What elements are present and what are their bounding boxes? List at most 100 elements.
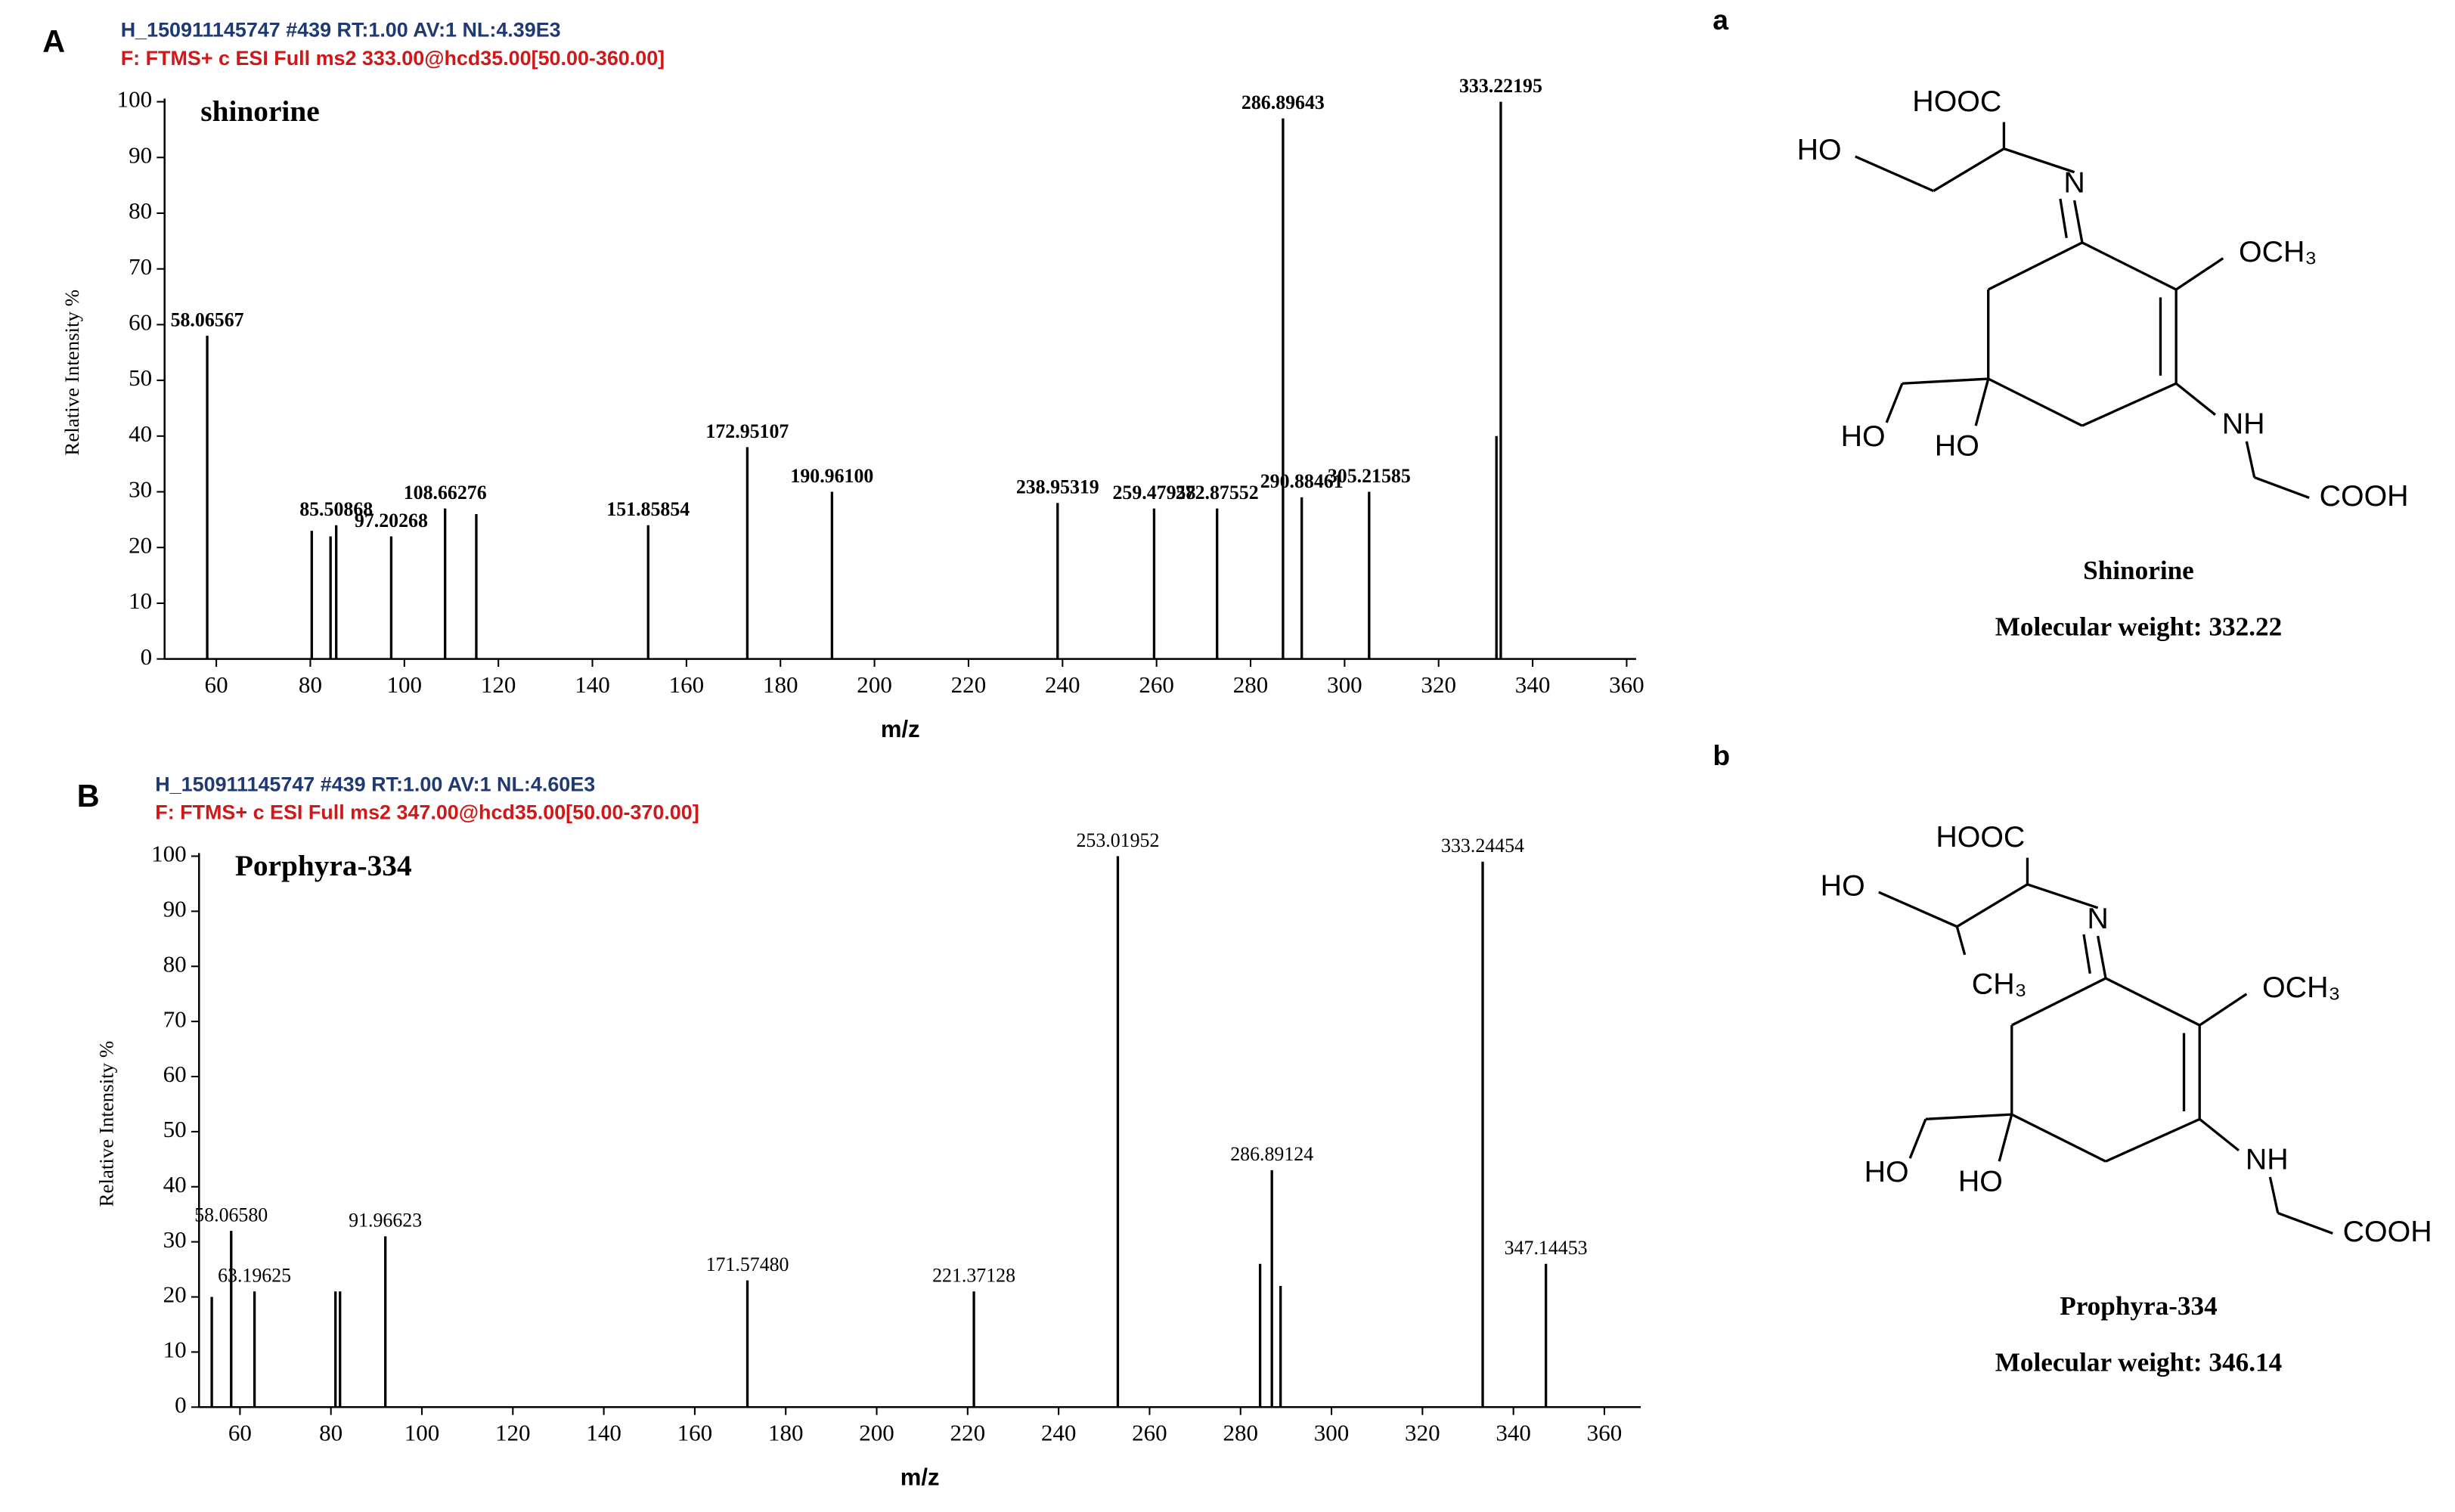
header: H_150911145747 #439 RT:1.00 AV:1 NL:4.60… [155, 773, 595, 795]
peak-label: 58.06567 [171, 308, 244, 330]
bond [1855, 155, 1934, 193]
peak-label: 347.14453 [1505, 1237, 1588, 1259]
atom-label: COOH [2320, 479, 2409, 513]
y-tick-label: 40 [129, 420, 152, 447]
molecular-weight: Molecular weight: 346.14 [1995, 1347, 2283, 1377]
peak-label: 333.22195 [1459, 75, 1542, 97]
y-tick-label: 60 [129, 309, 152, 336]
bond [2277, 1212, 2333, 1235]
y-tick-label: 90 [129, 141, 152, 168]
x-tick-label: 360 [1609, 671, 1644, 698]
x-tick-label: 100 [387, 671, 423, 698]
peak-label: 108.66276 [404, 482, 487, 503]
x-tick-label: 280 [1223, 1420, 1258, 1446]
y-tick-label: 10 [129, 587, 152, 614]
y-tick-label: 0 [175, 1391, 187, 1418]
y-tick-label: 20 [163, 1281, 187, 1308]
filter: F: FTMS+ c ESI Full ms2 333.00@hcd35.00[… [121, 47, 665, 70]
atom-label: COOH [2343, 1215, 2432, 1248]
atom-label: NH [2246, 1143, 2289, 1176]
bond [2011, 1113, 2106, 1163]
atom-label: HO [1958, 1165, 2003, 1198]
bond [1956, 883, 2029, 928]
panel-letter: B [77, 779, 100, 813]
bond [1908, 1118, 1927, 1159]
y-tick-label: 80 [129, 197, 152, 224]
peak-label: 58.06580 [194, 1204, 268, 1225]
peak-label: 63.19625 [218, 1265, 291, 1287]
bond [1878, 891, 1957, 928]
x-tick-label: 240 [1041, 1420, 1077, 1446]
x-tick-label: 360 [1587, 1420, 1623, 1446]
bond [2199, 993, 2248, 1027]
bond [2199, 1118, 2240, 1152]
peak-label: 272.87552 [1176, 482, 1259, 503]
bond [2097, 935, 2107, 979]
peak-label: 151.85854 [606, 498, 690, 520]
y-tick-label: 50 [163, 1116, 187, 1142]
atom-label: OCH₃ [2262, 971, 2340, 1004]
peak-label: 286.89643 [1241, 91, 1325, 113]
x-tick-label: 140 [586, 1420, 621, 1446]
peak-label: 190.96100 [790, 465, 873, 487]
peak-label: 172.95107 [705, 420, 789, 442]
chart-title: shinorine [200, 94, 319, 128]
x-tick-label: 280 [1233, 671, 1269, 698]
x-tick-label: 320 [1421, 671, 1456, 698]
atom-label: CH₃ [1972, 968, 2027, 1001]
chart-title: Porphyra-334 [235, 849, 412, 882]
x-tick-label: 180 [768, 1420, 804, 1446]
x-tick-label: 80 [299, 671, 322, 698]
x-tick-label: 180 [763, 671, 798, 698]
bond [2081, 241, 2177, 291]
peak-label: 290.88461 [1260, 470, 1344, 492]
y-tick-label: 30 [129, 476, 152, 503]
panel-letter: A [42, 24, 65, 59]
x-axis-label: m/z [881, 716, 920, 742]
y-tick-label: 100 [117, 86, 153, 113]
x-tick-label: 320 [1405, 1420, 1440, 1446]
x-tick-label: 160 [669, 671, 705, 698]
bond [2081, 382, 2177, 427]
compound-name: Shinorine [2083, 556, 2194, 585]
x-tick-label: 300 [1327, 671, 1362, 698]
peak-label: 238.95319 [1016, 476, 1099, 498]
peak-label: 305.21585 [1328, 465, 1411, 487]
panel-letter: b [1713, 739, 1730, 771]
bond [1902, 377, 1988, 385]
bond [1987, 241, 2083, 291]
bond [2175, 257, 2224, 291]
bond [2011, 977, 2106, 1027]
peak-label: 171.57480 [706, 1253, 789, 1275]
y-tick-label: 60 [163, 1061, 187, 1087]
bond [2003, 147, 2075, 174]
y-axis-label: Relative Intensity % [60, 290, 83, 456]
x-tick-label: 260 [1132, 1420, 1167, 1446]
atom-label: HO [1797, 133, 1842, 166]
x-tick-label: 100 [405, 1420, 440, 1446]
y-tick-label: 100 [151, 841, 187, 867]
y-tick-label: 20 [129, 531, 152, 558]
atom-label: HO [1935, 429, 1979, 463]
bond [1955, 926, 1967, 956]
bond [1885, 383, 1904, 423]
atom-label: HO [1821, 869, 1865, 902]
atom-label: HO [1841, 420, 1886, 453]
y-tick-label: 30 [163, 1226, 187, 1253]
y-tick-label: 90 [163, 896, 187, 922]
x-tick-label: 60 [228, 1420, 252, 1446]
y-tick-label: 40 [163, 1171, 187, 1198]
peak-label: 221.37128 [932, 1265, 1015, 1287]
bond [1974, 378, 1990, 426]
x-tick-label: 80 [319, 1420, 343, 1446]
bond [1987, 377, 2083, 427]
bond [2105, 1117, 2200, 1163]
y-tick-label: 10 [163, 1337, 187, 1363]
x-tick-label: 140 [575, 671, 610, 698]
atom-label: HOOC [1936, 820, 2025, 854]
filter: F: FTMS+ c ESI Full ms2 347.00@hcd35.00[… [155, 801, 699, 824]
peak-label: 253.01952 [1076, 829, 1159, 851]
y-tick-label: 50 [129, 364, 152, 391]
bond [1925, 1113, 2012, 1120]
